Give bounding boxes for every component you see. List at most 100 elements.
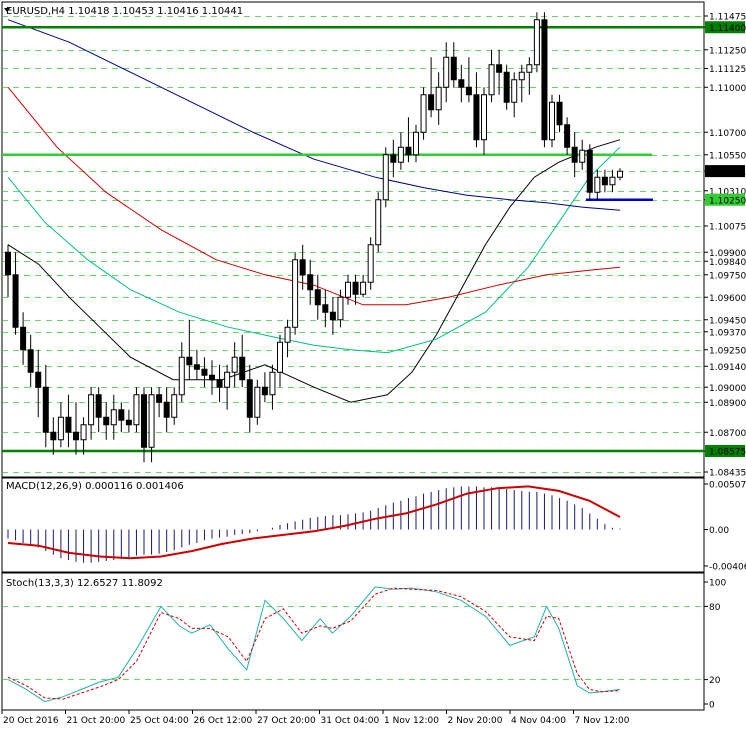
- time-axis-label: 20 Oct 2016: [3, 716, 59, 726]
- candle: [231, 356, 238, 373]
- candle: [269, 371, 276, 396]
- candle: [156, 394, 163, 403]
- price-label: 1.11250: [709, 46, 746, 56]
- candle: [405, 146, 412, 156]
- candle: [549, 101, 555, 141]
- price-label: 1.11000: [709, 84, 746, 94]
- time-axis-label: 1 Nov 12:00: [384, 716, 439, 726]
- candle: [420, 94, 427, 133]
- candle: [57, 416, 64, 441]
- candle: [564, 124, 571, 148]
- candle: [261, 386, 268, 396]
- candle: [171, 394, 178, 418]
- price-label: 1.10550: [709, 151, 746, 161]
- price-label: 1.09370: [709, 328, 746, 338]
- candle: [95, 394, 102, 418]
- candle: [322, 304, 329, 313]
- candle: [413, 131, 419, 156]
- price-label: 1.08435: [709, 469, 746, 479]
- candle: [533, 19, 540, 66]
- candle: [617, 170, 623, 178]
- price-chart-title: EURUSD,H4 1.10418 1.10453 1.10416 1.1044…: [6, 6, 243, 17]
- price-label: 1.09000: [709, 384, 746, 394]
- candle: [601, 176, 608, 186]
- time-axis: 20 Oct 2016 21 Oct 20:00 25 Oct 04:00 26 Oc…: [1, 710, 630, 726]
- stochastic-axis-label: 0: [709, 701, 715, 711]
- time-axis-label: 4 Nov 04:00: [511, 716, 566, 726]
- candle: [352, 281, 359, 295]
- price-label-bg: [705, 165, 745, 178]
- candle: [488, 64, 495, 96]
- candle: [133, 394, 140, 426]
- time-axis-label: 21 Oct 20:00: [67, 716, 126, 726]
- price-label: 1.09140: [709, 363, 746, 373]
- chart-menu-icon: [4, 8, 10, 12]
- candle: [450, 56, 457, 81]
- candle: [163, 401, 170, 418]
- candle: [579, 149, 586, 163]
- macd-axis-label: -0.00406: [709, 563, 746, 573]
- candle: [307, 274, 314, 291]
- stochastic-axis-label: 20: [709, 676, 721, 686]
- price-label: 1.09250: [709, 346, 746, 356]
- price-label: 1.11400: [709, 24, 746, 34]
- candle: [511, 79, 518, 103]
- candle: [110, 409, 117, 426]
- price-label: 1.09900: [709, 249, 746, 259]
- price-label-bg: [705, 21, 745, 34]
- candle: [518, 71, 525, 81]
- candle: [201, 368, 208, 376]
- macd-pane: 0.00507 0.00 -0.00406: [1, 477, 746, 573]
- stochastic-title: Stoch(13,3,3) 12.6527 11.8092: [6, 578, 163, 589]
- moving-average-line: [7, 146, 621, 354]
- candle: [239, 356, 246, 381]
- price-label: 1.10441: [709, 168, 746, 178]
- candle: [12, 274, 19, 328]
- candle: [443, 56, 450, 88]
- candle: [125, 419, 132, 426]
- candle: [465, 86, 472, 96]
- macd-title: MACD(12,26,9) 0.000116 0.001406: [6, 481, 184, 492]
- candle: [216, 379, 223, 388]
- price-label: 1.08575: [709, 448, 746, 458]
- time-axis-label: 31 Oct 04:00: [321, 716, 380, 726]
- stochastic-pane-frame: [1, 572, 705, 711]
- candle: [496, 64, 503, 73]
- stochastic-axis-label: 80: [709, 603, 721, 613]
- stochastic-line: [7, 587, 621, 700]
- candle: [375, 199, 382, 246]
- candle: [88, 394, 95, 426]
- time-axis-label: 7 Nov 12:00: [575, 716, 630, 726]
- price-label: 1.09840: [709, 258, 746, 268]
- macd-signal-line: [7, 485, 621, 560]
- candle: [397, 146, 404, 163]
- moving-average-line: [7, 19, 621, 211]
- price-label: 1.11125: [709, 65, 746, 75]
- candle: [20, 326, 27, 351]
- candle: [594, 176, 601, 193]
- candle: [367, 244, 374, 283]
- price-label: 1.08700: [709, 429, 746, 439]
- candle: [178, 356, 185, 396]
- price-label: 1.09750: [709, 271, 746, 281]
- moving-average-line: [7, 86, 621, 306]
- candle: [35, 371, 42, 388]
- candle: [103, 416, 110, 426]
- candle: [314, 289, 321, 306]
- price-label: 1.10075: [709, 223, 746, 233]
- stochastic-axis-label: 100: [709, 579, 726, 589]
- candle: [571, 146, 578, 163]
- macd-pane-frame: [1, 477, 705, 573]
- price-label: 1.10700: [709, 129, 746, 139]
- macd-axis-label: 0.00507: [709, 481, 746, 491]
- candle: [586, 149, 593, 193]
- price-label-bg: [705, 193, 745, 206]
- price-label: 1.09450: [709, 316, 746, 326]
- candle: [360, 281, 367, 295]
- candle: [299, 259, 306, 276]
- candle: [541, 19, 548, 141]
- candle: [148, 394, 155, 448]
- candle: [118, 409, 125, 421]
- candle: [556, 101, 563, 126]
